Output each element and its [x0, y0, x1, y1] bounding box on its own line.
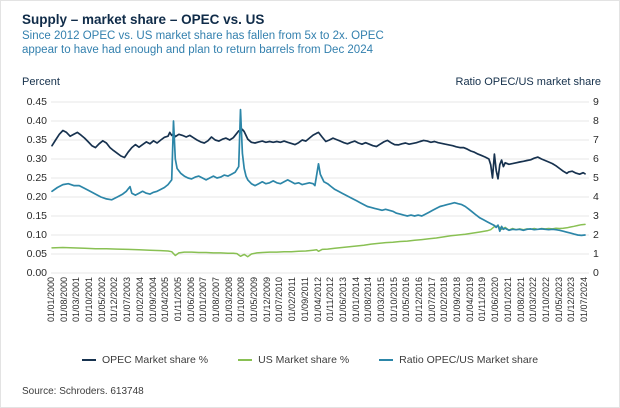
chart-subtitle: Since 2012 OPEC vs. US market share has … — [22, 29, 384, 57]
x-axis-tick-label: 01/01/2021 — [503, 277, 513, 323]
x-axis-tick-label: 01/02/2018 — [439, 277, 449, 323]
legend-swatch-ratio — [379, 359, 394, 361]
legend-item-opec: OPEC Market share % — [81, 354, 209, 366]
series-line-opec — [51, 128, 586, 180]
left-axis-tick-label: 0.40 — [26, 115, 47, 127]
x-axis-tick-label: 01/10/2015 — [389, 277, 399, 323]
right-axis-tick-label: 9 — [593, 96, 599, 108]
x-axis-tick-label: 01/08/2000 — [59, 277, 69, 323]
x-axis-tick-label: 01/12/2009 — [262, 277, 272, 323]
x-axis-tick-label: 01/11/2005 — [173, 277, 183, 322]
x-axis-tick-label: 01/05/2023 — [554, 277, 564, 323]
chart-title: Supply – market share – OPEC vs. US — [22, 12, 265, 27]
x-axis-tick-label: 01/10/2022 — [541, 277, 551, 323]
left-axis-tick-label: 0.25 — [26, 172, 47, 184]
right-axis-tick-label: 4 — [593, 191, 599, 203]
x-axis-tick-label: 01/02/2011 — [287, 277, 297, 322]
x-axis-tick-label: 01/03/2022 — [528, 277, 538, 323]
left-axis-title: Percent — [22, 76, 60, 88]
x-axis-tick-label: 01/11/2012 — [325, 277, 335, 322]
x-axis-tick-label: 01/06/2013 — [338, 277, 348, 323]
x-axis-tick-label: 01/03/2001 — [71, 277, 81, 323]
legend-swatch-opec — [81, 359, 96, 361]
right-axis-tick-label: 1 — [593, 248, 599, 260]
legend-item-ratio: Ratio OPEC/US Market share — [379, 354, 538, 366]
x-axis-tick-label: 01/07/2003 — [122, 277, 132, 323]
legend-label-us: US Market share % — [258, 354, 350, 366]
x-axis-tick-label: 01/12/2002 — [109, 277, 119, 323]
x-axis-tick-label: 01/07/2017 — [427, 277, 437, 323]
x-axis-tick-label: 01/03/2015 — [376, 277, 386, 323]
legend-swatch-us — [238, 359, 253, 361]
right-axis-tick-label: 3 — [593, 210, 599, 222]
left-axis-tick-label: 0.05 — [26, 248, 47, 260]
x-axis-tick-label: 01/08/2014 — [363, 277, 373, 323]
x-axis-tick-label: 01/03/2008 — [224, 277, 234, 323]
x-axis-tick-label: 01/05/2002 — [97, 277, 107, 323]
x-axis-tick-label: 01/10/2001 — [84, 277, 94, 323]
x-axis-tick-label: 01/04/2012 — [313, 277, 323, 323]
left-axis-tick-label: 0.00 — [26, 267, 47, 279]
x-axis-tick-label: 01/06/2020 — [490, 277, 500, 323]
chart-subtitle-line-1: Since 2012 OPEC vs. US market share has … — [22, 30, 384, 42]
source-note: Source: Schroders. 613748 — [22, 386, 144, 397]
x-axis-tick-label: 01/04/2005 — [160, 277, 170, 323]
x-axis-tick-label: 01/12/2023 — [566, 277, 576, 323]
left-axis-tick-label: 0.45 — [26, 96, 47, 108]
left-axis-tick-label: 0.35 — [26, 134, 47, 146]
x-axis-tick-label: 01/09/2004 — [148, 277, 158, 323]
chart-subtitle-line-2: appear to have had enough and plan to re… — [22, 44, 373, 56]
left-axis-tick-label: 0.30 — [26, 153, 47, 165]
legend: OPEC Market share % US Market share % Rati… — [1, 354, 619, 366]
series-line-ratio — [51, 108, 586, 237]
x-axis-tick-label: 01/05/2016 — [401, 277, 411, 323]
legend-item-us: US Market share % — [238, 354, 349, 366]
left-axis-tick-label: 0.15 — [26, 210, 47, 222]
x-axis-tick-label: 01/08/2007 — [211, 277, 221, 323]
right-axis-tick-label: 7 — [593, 134, 599, 146]
x-axis-tick-label: 01/01/2007 — [198, 277, 208, 323]
x-axis-tick-label: 01/11/2019 — [477, 277, 487, 322]
x-axis-tick-label: 01/04/2019 — [465, 277, 475, 323]
x-axis-tick-label: 01/06/2006 — [186, 277, 196, 323]
right-axis-tick-label: 0 — [593, 267, 599, 279]
left-axis-tick-label: 0.10 — [26, 229, 47, 241]
x-axis-tick-label: 01/01/2014 — [351, 277, 361, 323]
x-axis-tick-label: 01/09/2011 — [300, 277, 310, 322]
right-axis-tick-label: 6 — [593, 153, 599, 165]
x-axis-tick-label: 01/01/2000 — [46, 277, 56, 323]
x-axis-tick-label: 01/12/2016 — [414, 277, 424, 323]
x-axis-tick-label: 01/07/2010 — [274, 277, 284, 323]
legend-label-ratio: Ratio OPEC/US Market share — [399, 354, 539, 366]
right-axis-tick-label: 2 — [593, 229, 599, 241]
x-axis-tick-label: 01/09/2018 — [452, 277, 462, 323]
x-axis-tick-label: 01/08/2021 — [516, 277, 526, 323]
right-axis-tick-label: 5 — [593, 172, 599, 184]
x-axis-tick-label: 01/02/2004 — [135, 277, 145, 323]
x-axis-tick-label: 01/07/2024 — [579, 277, 589, 323]
right-axis-tick-label: 8 — [593, 115, 599, 127]
legend-label-opec: OPEC Market share % — [101, 354, 209, 366]
x-axis-tick-label: 01/10/2008 — [236, 277, 246, 323]
x-axis-tick-label: 01/05/2009 — [249, 277, 259, 323]
right-axis-title: Ratio OPEC/US market share — [455, 76, 602, 88]
left-axis-tick-label: 0.20 — [26, 191, 47, 203]
